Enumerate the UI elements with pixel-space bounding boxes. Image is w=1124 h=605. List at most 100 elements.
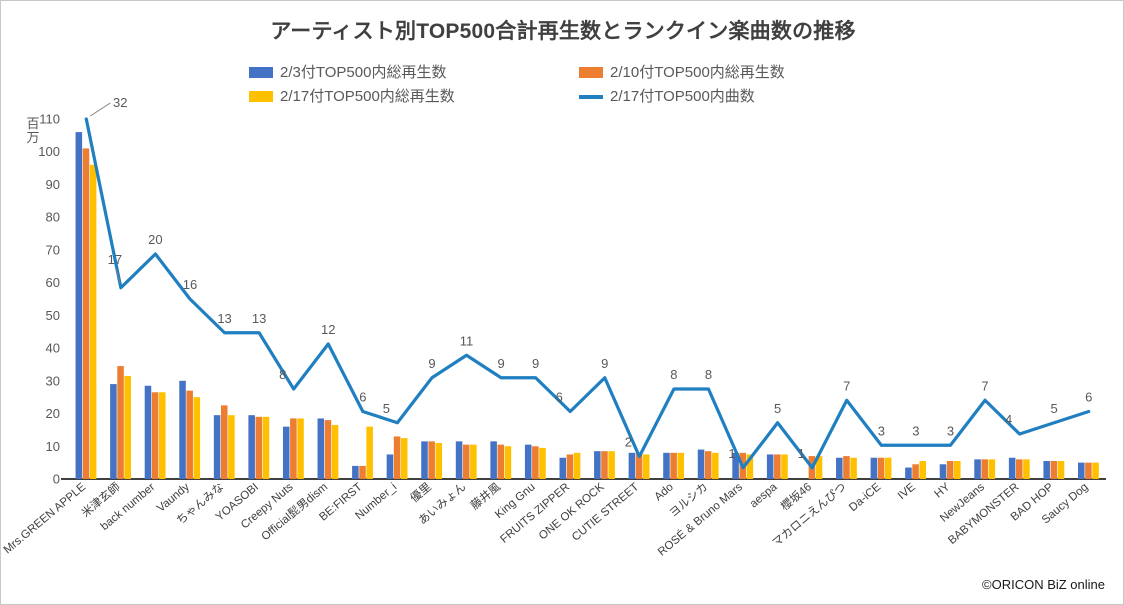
- bar-3-22[interactable]: [815, 456, 823, 479]
- line-data-label-27: 7: [981, 378, 988, 393]
- legend-item-1[interactable]: 2/3付TOP500内総再生数: [249, 65, 579, 80]
- bar-3-17[interactable]: [642, 454, 650, 479]
- bar-3-12[interactable]: [470, 444, 477, 479]
- bar-1-1[interactable]: [75, 132, 83, 479]
- line-data-label-8: 12: [321, 322, 335, 337]
- bar-1-30[interactable]: [1078, 462, 1085, 479]
- bar-2-26[interactable]: [946, 461, 954, 479]
- bar-1-4[interactable]: [179, 380, 186, 479]
- bar-2-6[interactable]: [255, 416, 263, 479]
- bar-2-10[interactable]: [393, 436, 401, 479]
- bar-1-23[interactable]: [836, 457, 843, 479]
- line-data-label-2: 17: [108, 252, 122, 267]
- bar-3-20[interactable]: [746, 454, 754, 479]
- y-axis-tick-100: 100: [38, 144, 60, 159]
- bar-1-7[interactable]: [282, 426, 290, 479]
- bar-2-1[interactable]: [82, 148, 90, 479]
- bar-3-10[interactable]: [400, 438, 408, 479]
- bar-1-16[interactable]: [594, 451, 601, 479]
- bar-2-18[interactable]: [670, 452, 677, 479]
- bar-3-1[interactable]: [89, 164, 97, 479]
- bar-1-3[interactable]: [144, 385, 152, 479]
- bar-3-25[interactable]: [919, 461, 926, 479]
- bar-2-12[interactable]: [462, 444, 470, 479]
- bar-2-19[interactable]: [704, 451, 712, 479]
- bar-2-13[interactable]: [497, 444, 505, 479]
- bar-3-13[interactable]: [504, 446, 512, 479]
- bar-1-10[interactable]: [386, 454, 394, 479]
- bar-1-11[interactable]: [421, 441, 428, 479]
- bar-1-26[interactable]: [939, 464, 947, 479]
- bar-3-3[interactable]: [158, 392, 166, 479]
- line-series-count[interactable]: [84, 117, 1091, 470]
- bar-1-14[interactable]: [524, 444, 532, 479]
- bar-3-27[interactable]: [988, 459, 996, 479]
- bar-2-16[interactable]: [601, 451, 608, 479]
- bar-1-9[interactable]: [352, 465, 359, 479]
- bar-3-5[interactable]: [228, 415, 235, 479]
- bar-1-5[interactable]: [213, 415, 221, 479]
- bar-3-29[interactable]: [1057, 461, 1065, 479]
- bar-2-8[interactable]: [324, 420, 332, 479]
- bar-3-18[interactable]: [677, 452, 685, 479]
- bar-1-13[interactable]: [490, 441, 497, 479]
- bar-1-25[interactable]: [905, 467, 912, 479]
- bar-1-20[interactable]: [732, 452, 739, 479]
- legend-item-3[interactable]: 2/17付TOP500内総再生数: [249, 89, 579, 104]
- bar-2-3[interactable]: [151, 392, 159, 479]
- bar-3-24[interactable]: [884, 457, 892, 479]
- bar-1-8[interactable]: [317, 418, 325, 479]
- line-data-label-24: 3: [878, 423, 885, 438]
- bar-3-23[interactable]: [850, 457, 857, 479]
- bar-2-14[interactable]: [532, 446, 539, 479]
- bar-1-12[interactable]: [455, 441, 463, 479]
- bar-1-24[interactable]: [870, 457, 878, 479]
- bar-2-15[interactable]: [566, 454, 574, 479]
- bar-1-17[interactable]: [628, 452, 636, 479]
- bar-3-15[interactable]: [573, 452, 581, 479]
- bar-3-11[interactable]: [435, 443, 443, 479]
- bar-2-2[interactable]: [117, 366, 124, 479]
- bar-3-8[interactable]: [331, 425, 339, 479]
- bar-3-21[interactable]: [781, 454, 788, 479]
- bar-3-30[interactable]: [1092, 462, 1099, 479]
- bar-3-19[interactable]: [712, 452, 719, 479]
- bar-2-30[interactable]: [1085, 462, 1092, 479]
- bar-3-28[interactable]: [1023, 459, 1030, 479]
- bar-2-29[interactable]: [1050, 461, 1058, 479]
- x-axis-label-1: Mrs.GREEN APPLE: [2, 481, 89, 557]
- bar-2-11[interactable]: [428, 441, 435, 479]
- bar-3-26[interactable]: [954, 461, 961, 479]
- bar-1-28[interactable]: [1008, 457, 1016, 479]
- bar-1-21[interactable]: [766, 454, 774, 479]
- bar-1-19[interactable]: [697, 449, 705, 479]
- bar-2-27[interactable]: [981, 459, 988, 479]
- bar-3-4[interactable]: [193, 397, 201, 479]
- bar-2-23[interactable]: [843, 456, 850, 479]
- bar-1-18[interactable]: [663, 452, 670, 479]
- legend-item-2[interactable]: 2/10付TOP500内総再生数: [579, 65, 909, 80]
- bar-2-28[interactable]: [1016, 459, 1023, 479]
- bar-2-24[interactable]: [877, 457, 885, 479]
- bar-2-21[interactable]: [774, 454, 781, 479]
- bar-2-4[interactable]: [186, 390, 193, 479]
- bar-2-25[interactable]: [912, 464, 919, 479]
- bar-3-9[interactable]: [366, 426, 373, 479]
- bar-1-27[interactable]: [974, 459, 981, 479]
- bar-1-29[interactable]: [1043, 461, 1050, 479]
- y-axis-tick-110: 110: [39, 112, 60, 127]
- bar-3-14[interactable]: [539, 447, 546, 479]
- bar-2-17[interactable]: [635, 452, 643, 479]
- bar-1-2[interactable]: [110, 384, 117, 479]
- bar-2-9[interactable]: [359, 465, 366, 479]
- bar-3-7[interactable]: [297, 418, 304, 479]
- bar-2-5[interactable]: [220, 405, 228, 479]
- bar-3-6[interactable]: [262, 416, 270, 479]
- bar-3-16[interactable]: [608, 451, 615, 479]
- bar-1-15[interactable]: [559, 457, 567, 479]
- line-data-label-21: 5: [774, 401, 781, 416]
- bar-1-6[interactable]: [248, 415, 255, 479]
- bar-2-7[interactable]: [290, 418, 297, 479]
- bar-3-2[interactable]: [124, 375, 131, 479]
- legend-item-4[interactable]: 2/17付TOP500内曲数: [579, 89, 909, 104]
